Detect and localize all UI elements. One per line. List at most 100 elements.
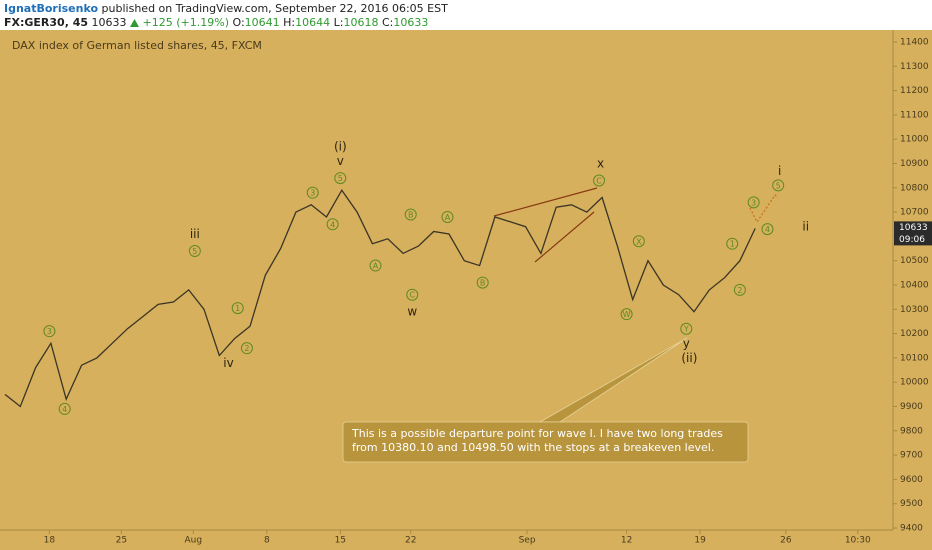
wave-label: iii [190,227,200,241]
wave-circle [43,325,56,338]
ohlc-value: 10618 [343,16,379,29]
wave-circle [632,235,645,248]
y-tick-label: 10100 [900,353,929,363]
wave-circle [761,223,774,236]
wave-text: X [636,237,642,246]
y-tick-label: 9400 [900,524,923,534]
wave-label: C [406,288,419,301]
x-tick-label: 8 [264,536,270,546]
x-tick-label: 25 [116,536,127,546]
y-tick-label: 11000 [900,135,929,145]
wave-circle [306,186,319,199]
wave-label: 2 [240,342,253,355]
y-tick-label: 9900 [900,402,923,412]
x-tick-label: 15 [335,536,346,546]
price-tag: 10633 [899,223,928,233]
y-tick-label: 9500 [900,499,923,509]
wave-text: y [683,336,690,350]
wave-circle [58,402,71,415]
wave-text: Y [683,325,689,334]
wave-text: (i) [334,139,347,153]
wave-text: 4 [765,225,770,234]
callout-text: from 10380.10 and 10498.50 with the stop… [352,441,714,454]
wave-label: 3 [306,186,319,199]
wave-label: y [683,336,690,350]
wave-text: 1 [235,304,240,313]
wave-label: 1 [726,237,739,250]
wave-text: i [778,164,781,178]
wave-label: 4 [58,402,71,415]
wave-label: 4 [326,218,339,231]
y-tick-label: 11400 [900,38,929,48]
wave-circle [369,259,382,272]
wave-text: iv [223,356,233,370]
wave-label: ii [802,220,809,234]
wave-circle [772,179,785,192]
x-tick-label: 10:30 [845,536,871,546]
wave-text: 3 [751,198,756,207]
ohlc-value: 10633 [393,16,429,29]
wave-circle [593,174,606,187]
wave-text: 3 [310,189,315,198]
wave-label: 3 [43,325,56,338]
wave-label: B [476,276,489,289]
wave-label: 5 [188,244,201,257]
ohlc: O:10641 H:10644 L:10618 C:10633 [232,16,428,29]
wave-label: x [597,157,604,171]
wave-circle [240,342,253,355]
wave-circle [441,210,454,223]
y-tick-label: 9700 [900,451,923,461]
wave-circle [188,244,201,257]
y-tick-label: 10900 [900,159,929,169]
wave-text: 4 [330,220,335,229]
wave-label: v [337,154,344,168]
trend-line [534,211,595,263]
y-tick-label: 11200 [900,86,929,96]
wave-circle [747,196,760,209]
wave-circle [334,172,347,185]
wave-text: A [373,262,379,271]
background [0,30,932,550]
change: +125 (+1.19%) [142,16,229,29]
x-tick-label: Sep [519,536,536,546]
ohlc-label: L: [333,16,344,29]
y-tick-label: 10500 [900,256,929,266]
wave-circle [476,276,489,289]
up-arrow [130,19,140,27]
wave-text: B [480,279,486,288]
wave-text: ii [802,220,809,234]
price-tag-box [894,221,932,246]
wave-text: x [597,157,604,171]
wave-text: 1 [730,240,735,249]
y-tick-label: 11100 [900,110,929,120]
ohlc-label: H: [283,16,296,29]
wave-circle [231,302,244,315]
y-tick-label: 11300 [900,62,929,72]
ohlc-label: O: [232,16,245,29]
chart: DAX index of German listed shares, 45, F… [0,30,932,550]
wave-label: A [369,259,382,272]
wave-label: iv [223,356,233,370]
wave-label: 2 [733,283,746,296]
wave-text: (ii) [681,351,697,365]
x-tick-label: 19 [694,536,706,546]
wave-text: v [337,154,344,168]
y-tick-label: 10200 [900,329,929,339]
y-tick-label: 10400 [900,281,929,291]
wave-label: 4 [761,223,774,236]
wave-label: X [632,235,645,248]
wave-label: (ii) [681,351,697,365]
author[interactable]: IgnatBorisenko [4,2,99,15]
wave-label: 1 [231,302,244,315]
wave-text: 5 [338,174,343,183]
wave-label: C [593,174,606,187]
y-tick-label: 10000 [900,378,929,388]
x-tick-label: 12 [621,536,632,546]
wave-text: 5 [776,181,781,190]
y-tick-label: 9600 [900,475,923,485]
y-tick-label: 10800 [900,183,929,193]
x-tick-label: Aug [185,536,203,546]
wave-text: 2 [244,344,249,353]
price-line [4,188,756,408]
